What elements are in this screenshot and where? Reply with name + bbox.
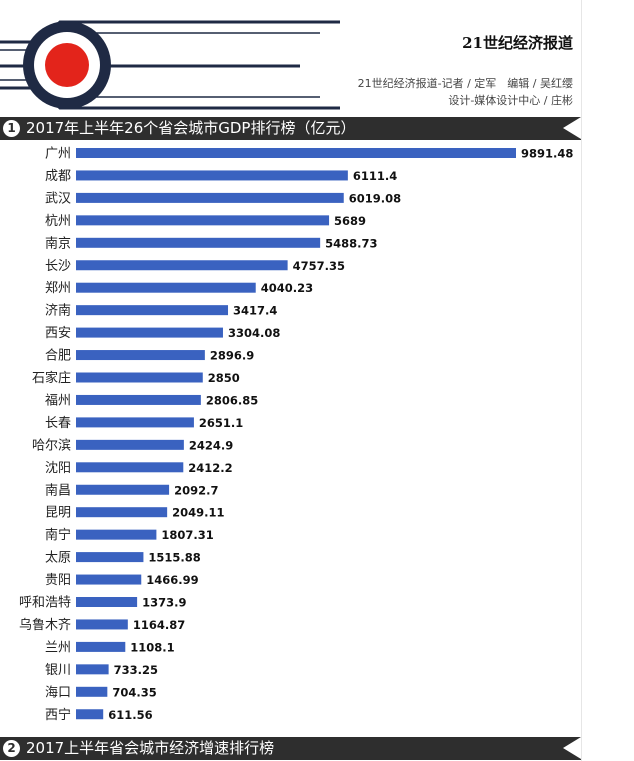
gdp-bar [76,394,201,405]
city-label: 杭州 [45,214,71,229]
city-label: 南京 [45,235,71,251]
section-1-number: 1 [3,120,20,137]
gdp-bar [76,529,157,540]
value-label: 2651.1 [199,416,243,430]
city-label: 乌鲁木齐 [19,617,71,633]
value-label: 2049.11 [172,506,224,520]
bars-layer: 广州 9891.48 成都 6111.4 武汉 6019.08 杭州 5689 南京 5488.7… [19,147,573,723]
section-1-header: 1 2017年上半年26个省会城市GDP排行榜（亿元） [0,117,581,140]
city-label: 太原 [45,551,71,566]
city-label: 合肥 [45,349,71,364]
gdp-bar [76,215,330,226]
section-2-number: 2 [3,740,20,757]
city-label: 长沙 [45,259,71,274]
value-label: 2424.9 [189,438,233,452]
city-label: 呼和浩特 [19,596,71,611]
gdp-bar [76,260,288,271]
brand-name: 21世纪经济报道 [462,34,573,52]
content-panel: 21世纪经济报道 21世纪经济报道-记者 / 定军 编辑 / 吴红缨 设计-媒体… [0,0,582,761]
city-label: 长春 [45,416,71,431]
gdp-bar [76,686,108,697]
gdp-bar [76,619,128,630]
gdp-bar [76,574,142,585]
value-label: 2896.9 [210,349,254,363]
value-label: 5488.73 [325,236,377,250]
logo-emblem [0,20,340,110]
gdp-bar [76,597,138,607]
credit-line-1: 21世纪经济报道-记者 / 定军 编辑 / 吴红缨 [357,77,573,90]
value-label: 1164.87 [133,618,185,632]
gdp-bar [76,462,184,473]
gdp-bar [76,507,168,518]
header: 21世纪经济报道 21世纪经济报道-记者 / 定军 编辑 / 吴红缨 设计-媒体… [0,0,581,115]
value-label: 2412.2 [188,461,232,475]
city-label: 南昌 [45,482,71,498]
gdp-bar [76,484,170,495]
value-label: 1515.88 [148,551,200,565]
city-label: 福州 [45,393,71,408]
gdp-bar [76,282,256,293]
gdp-bar [76,664,109,675]
city-label: 沈阳 [45,461,71,476]
value-label: 704.35 [112,685,156,699]
value-label: 6019.08 [349,191,401,205]
value-label: 1373.9 [142,596,186,610]
gdp-bar [76,641,126,652]
gdp-bar [76,148,516,158]
city-label: 武汉 [45,191,71,206]
city-label: 海口 [45,685,71,700]
gdp-bar [76,709,104,720]
gdp-bar [76,439,184,450]
section-2-arrow-notch [563,737,581,759]
city-label: 兰州 [45,640,71,655]
section-1-arrow-notch [563,117,581,139]
city-label: 西安 [45,326,71,341]
city-label: 南宁 [45,527,71,543]
gdp-bar [76,372,203,383]
gdp-bar [76,327,223,338]
city-label: 郑州 [45,281,71,296]
gdp-bar [76,552,144,563]
value-label: 6111.4 [353,169,397,183]
value-label: 733.25 [114,663,158,677]
value-label: 611.56 [108,708,152,722]
value-label: 2806.85 [206,393,258,407]
city-label: 贵阳 [45,573,71,588]
value-label: 1466.99 [146,573,198,587]
city-label: 石家庄 [32,370,71,386]
value-label: 5689 [334,214,366,228]
section-2-header: 2 2017上半年省会城市经济增速排行榜 [0,737,581,760]
gdp-bar [76,237,321,248]
city-label: 西宁 [45,707,71,723]
gdp-bar-chart: 广州 9891.48 成都 6111.4 武汉 6019.08 杭州 5689 南京 5488.7… [19,147,573,723]
emblem-red-dot [45,43,89,87]
section-1-title: 2017年上半年26个省会城市GDP排行榜（亿元） [26,119,356,137]
value-label: 1108.1 [130,640,174,654]
value-label: 1807.31 [161,528,213,542]
section-2-title: 2017上半年省会城市经济增速排行榜 [26,739,275,757]
city-label: 银川 [45,663,71,678]
value-label: 3417.4 [233,304,277,318]
city-label: 成都 [45,169,71,184]
value-label: 3304.08 [228,326,280,340]
credit-line-2: 设计-媒体设计中心 / 庄彬 [448,94,573,107]
value-label: 2092.7 [174,483,218,497]
value-label: 2850 [208,371,240,385]
city-label: 广州 [45,147,71,162]
city-label: 昆明 [45,506,71,521]
city-label: 哈尔滨 [32,437,71,453]
gdp-bar [76,305,229,316]
value-label: 4040.23 [261,281,313,295]
value-label: 9891.48 [521,147,573,161]
gdp-bar [76,192,344,203]
city-label: 济南 [45,303,71,319]
gdp-bar [76,170,348,181]
gdp-bar [76,350,205,361]
gdp-bar [76,417,194,428]
value-label: 4757.35 [293,259,345,273]
